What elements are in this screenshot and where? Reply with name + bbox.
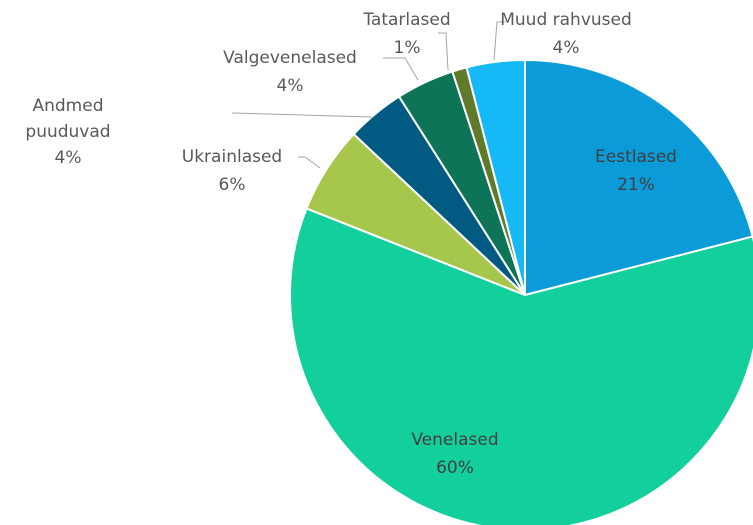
slice-label: Andmed puuduvad 4% — [18, 93, 118, 171]
slice-label: Eestlased 21% — [595, 143, 677, 199]
slice-label: Tatarlased 1% — [363, 6, 450, 62]
slice-label: Venelased 60% — [411, 426, 498, 482]
value-label: 6% — [218, 175, 246, 195]
pie-slice — [524, 58, 753, 297]
category-label: Eestlased — [595, 147, 677, 167]
leader-line — [231, 112, 373, 118]
value-label: 21% — [617, 175, 655, 195]
leader-line — [493, 21, 505, 61]
category-label: Andmed puuduvad — [25, 96, 111, 142]
slice-label: Muud rahvused 4% — [500, 6, 632, 62]
value-label: 60% — [436, 458, 474, 478]
value-label: 4% — [54, 148, 82, 168]
value-label: 4% — [276, 76, 304, 96]
category-label: Tatarlased — [363, 10, 451, 30]
category-label: Venelased — [411, 430, 499, 450]
category-label: Valgevenelased — [223, 48, 357, 68]
slice-label: Ukrainlased 6% — [182, 143, 282, 199]
value-label: 4% — [552, 38, 580, 58]
pie-slice — [289, 207, 753, 525]
leader-line — [383, 57, 419, 81]
slice-label: Valgevenelased 4% — [223, 44, 357, 100]
value-label: 1% — [393, 38, 421, 58]
leader-line — [438, 32, 449, 71]
pie-slice — [465, 58, 526, 296]
leader-line — [298, 156, 321, 169]
category-label: Ukrainlased — [181, 147, 283, 167]
category-label: Muud rahvused — [500, 10, 632, 30]
